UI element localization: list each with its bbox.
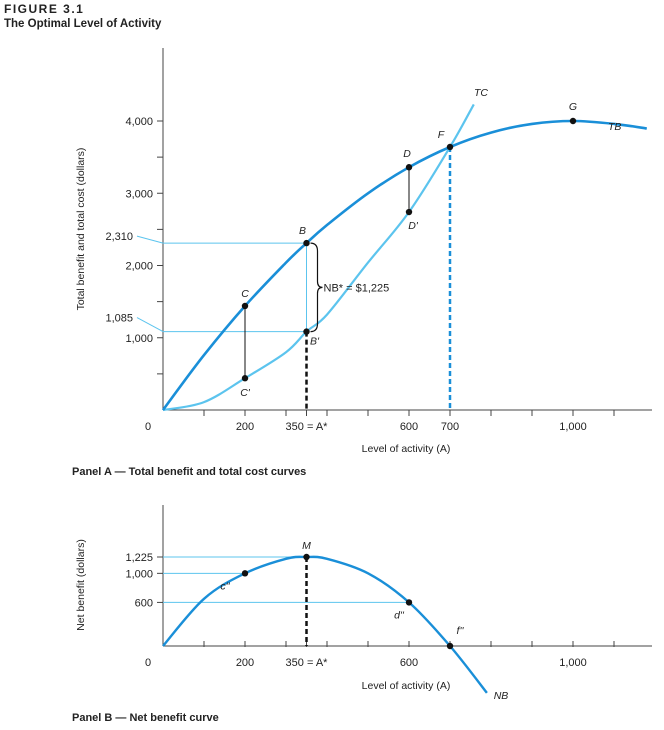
panel-a-y-axis-label: Total benefit and total cost (dollars) — [75, 148, 87, 311]
point-label-bprime: B' — [310, 336, 320, 348]
panel-b-label: Panel B — Net benefit curve — [72, 712, 219, 724]
panel-b-x-axis-label: Level of activity (A) — [362, 680, 451, 692]
panel-a-y-tick-label: 1,000 — [125, 333, 153, 345]
tc-series-label: TC — [474, 87, 488, 99]
point-f — [446, 143, 454, 151]
point-m — [303, 553, 310, 561]
panel-b-x-tick-label: 350 = A* — [286, 657, 329, 669]
point-label-c: C — [241, 288, 249, 300]
nb-curve — [162, 555, 488, 694]
nb-brace — [310, 242, 323, 333]
point-cprimeprime — [241, 570, 249, 577]
panel-a-callout-pointer — [136, 317, 164, 333]
figure-title: The Optimal Level of Activity — [4, 18, 162, 30]
panel-a-x-tick-label: 350 = A* — [286, 421, 329, 433]
panel-a-y-tick-label: 4,000 — [125, 116, 153, 128]
panel-a-y-tick-label: 2,000 — [125, 261, 153, 273]
panel-a-y-callout-label: 1,085 — [105, 313, 133, 325]
nb-star-annotation: NB* = $1,225 — [324, 282, 390, 294]
point-label-b: B — [299, 225, 306, 237]
point-label-cprime: C' — [240, 387, 251, 399]
point-cprime — [241, 375, 249, 382]
point-b — [303, 239, 310, 247]
panel-b-x-tick-label: 200 — [236, 657, 254, 669]
panel-b-x-tick-label: 1,000 — [559, 657, 587, 669]
panel-a-callout-pointer — [136, 235, 164, 244]
panel-a-x-tick-label: 1,000 — [559, 421, 587, 433]
panel-a-x-tick-label: 600 — [400, 421, 418, 433]
tb-curve — [161, 119, 647, 411]
point-label-cprimeprime: c'' — [220, 580, 230, 592]
point-c — [241, 302, 249, 310]
point-g — [569, 117, 577, 125]
point-label-fprimeprime: f'' — [457, 625, 465, 637]
panel-a-x-tick-label: 700 — [441, 421, 459, 433]
point-label-g: G — [569, 101, 577, 113]
panel-b-x-tick-label: 600 — [400, 657, 418, 669]
point-label-f: F — [438, 129, 445, 141]
panel-a-label: Panel A — Total benefit and total cost c… — [72, 466, 307, 478]
point-label-dprime: D' — [408, 220, 419, 232]
tc-curve — [162, 103, 475, 412]
panel-b-y-tick-label: 1,000 — [125, 568, 153, 580]
point-d — [405, 164, 413, 171]
nb-series-label: NB — [494, 690, 509, 702]
panel-a-origin-label: 0 — [145, 421, 151, 433]
point-bprime — [303, 328, 310, 335]
point-fprimeprime — [446, 642, 454, 650]
point-dprime — [405, 208, 413, 216]
point-label-dprimeprime: d'' — [394, 609, 405, 621]
point-label-m: M — [302, 540, 311, 552]
point-dprimeprime — [405, 599, 413, 606]
panel-a-x-axis-label: Level of activity (A) — [362, 443, 451, 455]
panel-b-y-tick-label: 600 — [135, 597, 153, 609]
panel-b-y-axis-label: Net benefit (dollars) — [75, 539, 87, 631]
panel-b-origin-label: 0 — [145, 657, 151, 669]
panel-a-y-callout-label: 2,310 — [105, 231, 133, 243]
figure-label: FIGURE 3.1 — [4, 2, 85, 16]
panel-a-y-tick-label: 3,000 — [125, 188, 153, 200]
panel-a-x-tick-label: 200 — [236, 421, 254, 433]
tb-series-label: TB — [608, 121, 621, 133]
panel-b-y-tick-label: 1,225 — [125, 552, 153, 564]
point-label-d: D — [403, 148, 411, 160]
